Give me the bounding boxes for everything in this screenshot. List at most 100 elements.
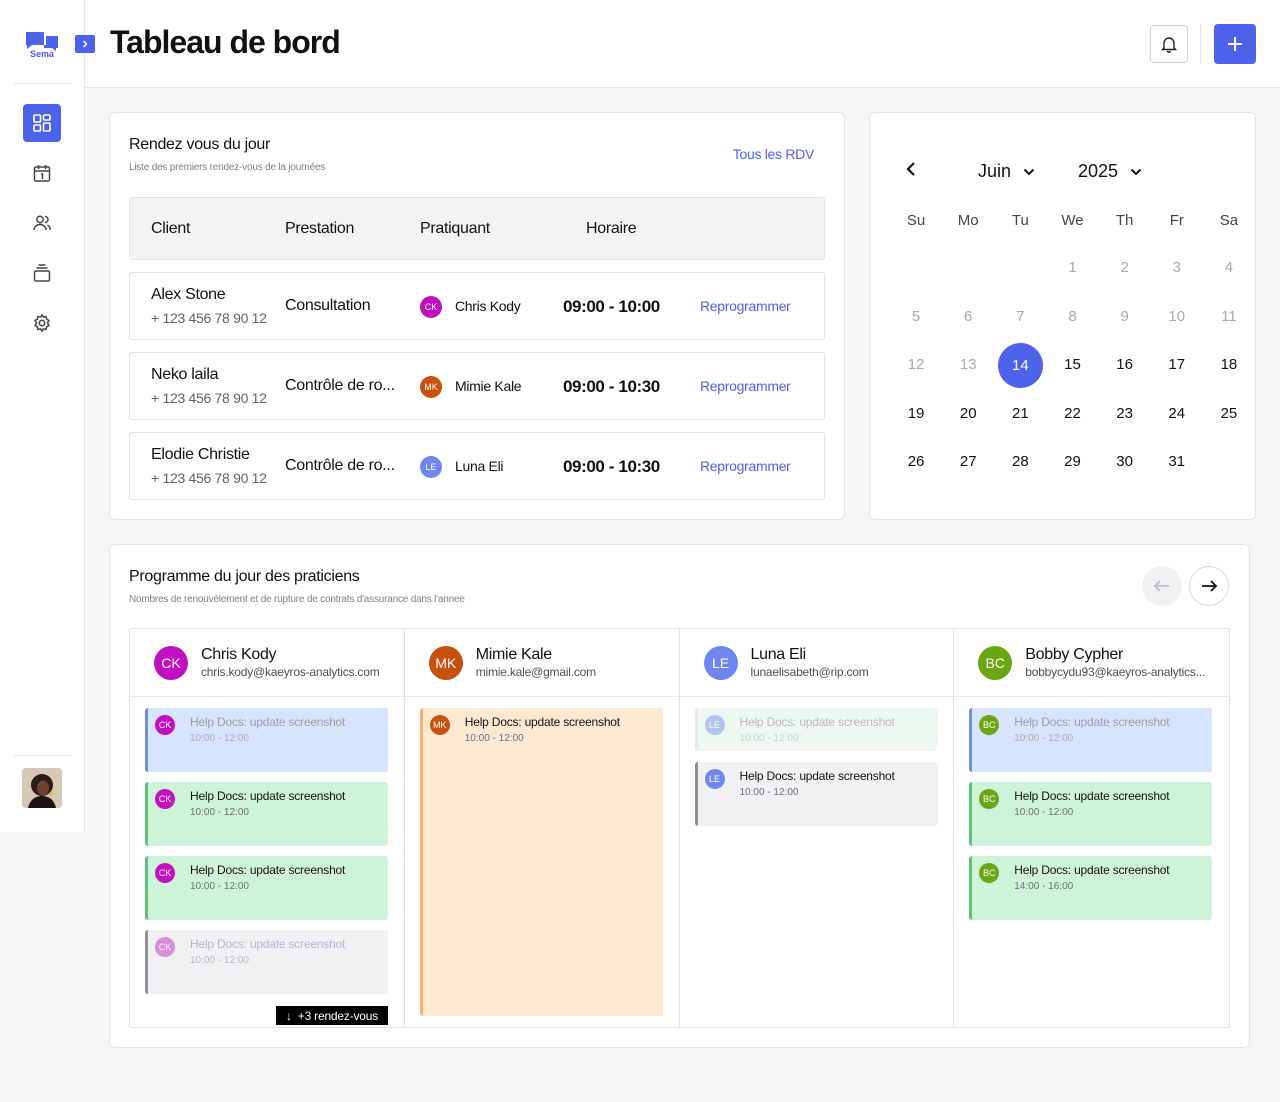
practitioner-column: CK Chris Kody chris.kody@kaeyros-analyti… bbox=[130, 629, 405, 1027]
calendar-day[interactable]: 20 bbox=[959, 404, 977, 422]
calendar-day[interactable]: 21 bbox=[1012, 404, 1029, 422]
sidebar-toggle-button[interactable] bbox=[75, 35, 95, 53]
schedule-subtitle: Nombres de renouvèlement et de rupture d… bbox=[129, 594, 465, 605]
practitioner-column: MK Mimie Kale mimie.kale@gmail.com MK He… bbox=[404, 629, 680, 1027]
calendar-day[interactable]: 31 bbox=[1168, 453, 1186, 471]
header: Tableau de bord bbox=[85, 0, 1280, 88]
calendar-day[interactable]: 14 bbox=[994, 343, 1046, 389]
year-select[interactable]: 2025 bbox=[1078, 161, 1142, 182]
all-appointments-link[interactable]: Tous les RDV bbox=[732, 146, 815, 162]
logo[interactable]: Sema bbox=[24, 30, 60, 62]
calendar-day[interactable]: 13 bbox=[959, 356, 977, 374]
reschedule-link[interactable]: Reprogrammer bbox=[700, 458, 791, 474]
schedule-event[interactable]: CK Help Docs: update screenshot 10:00 - … bbox=[145, 782, 388, 846]
schedule-event[interactable]: CK Help Docs: update screenshot 10:00 - … bbox=[145, 930, 388, 994]
schedule-event[interactable]: CK Help Docs: update screenshot 10:00 - … bbox=[145, 708, 388, 772]
reschedule-link[interactable]: Reprogrammer bbox=[700, 378, 791, 394]
calendar-day[interactable]: 15 bbox=[1064, 356, 1081, 374]
practitioner-name: Mimie Kale bbox=[475, 646, 552, 663]
calendar-day[interactable]: 23 bbox=[1116, 404, 1133, 422]
chevron-left-icon bbox=[906, 162, 915, 176]
calendar-day[interactable]: 10 bbox=[1168, 307, 1186, 325]
month-select[interactable]: Juin bbox=[978, 161, 1035, 182]
calendar-day[interactable]: 2 bbox=[1120, 259, 1129, 277]
calendar-day[interactable]: 29 bbox=[1064, 453, 1081, 471]
event-title: Help Docs: update screenshot bbox=[1014, 789, 1170, 803]
calendar-day[interactable]: 3 bbox=[1172, 259, 1181, 277]
practitioner-name: Luna Eli bbox=[455, 458, 504, 474]
schedule-event[interactable]: LE Help Docs: update screenshot 10:00 - … bbox=[694, 708, 938, 751]
schedule-event[interactable]: LE Help Docs: update screenshot 10:00 - … bbox=[694, 762, 938, 826]
sidebar-item-users[interactable] bbox=[23, 204, 61, 242]
month-label: Juin bbox=[978, 161, 1012, 181]
event-avatar: BC bbox=[979, 863, 1000, 883]
calendar-day[interactable]: 28 bbox=[1012, 453, 1029, 471]
calendar-day[interactable]: 4 bbox=[1224, 259, 1234, 277]
user-avatar[interactable] bbox=[22, 768, 62, 808]
schedule-event[interactable]: CK Help Docs: update screenshot 10:00 - … bbox=[145, 856, 388, 920]
event-time: 10:00 - 12:00 bbox=[190, 955, 249, 966]
prev-month-button[interactable] bbox=[905, 161, 917, 177]
practitioner-name: Chris Kody bbox=[201, 646, 277, 663]
calendar-day[interactable]: 25 bbox=[1220, 404, 1238, 422]
schedule-next-button[interactable] bbox=[1189, 566, 1229, 606]
event-avatar: CK bbox=[155, 863, 175, 883]
calendar-day[interactable]: 9 bbox=[1120, 307, 1129, 325]
practitioner-column: BC Bobby Cypher bobbycydu93@kaeyros-anal… bbox=[954, 629, 1229, 1027]
calendar-day[interactable]: 26 bbox=[907, 453, 925, 471]
appointments-subtitle: Liste des premiers rendez-vous de la jou… bbox=[129, 162, 326, 173]
arrow-right-icon bbox=[1202, 580, 1218, 592]
calendar-day[interactable]: 30 bbox=[1116, 453, 1133, 471]
calendar-day[interactable]: 24 bbox=[1168, 404, 1186, 422]
add-button[interactable] bbox=[1214, 24, 1256, 64]
practitioner-header: BC Bobby Cypher bobbycydu93@kaeyros-anal… bbox=[954, 629, 1229, 697]
chat-logo-icon bbox=[26, 32, 58, 51]
schedule-event[interactable]: MK Help Docs: update screenshot 10:00 - … bbox=[419, 708, 663, 1016]
calendar-day[interactable]: 8 bbox=[1068, 307, 1077, 325]
calendar-empty-cell bbox=[942, 246, 994, 290]
sidebar-item-stack[interactable] bbox=[23, 254, 61, 292]
event-time: 10:00 - 12:00 bbox=[739, 733, 799, 744]
practitioner-columns: CK Chris Kody chris.kody@kaeyros-analyti… bbox=[129, 628, 1230, 1028]
calendar-day[interactable]: 27 bbox=[959, 453, 977, 471]
calendar-empty-cell bbox=[890, 246, 942, 290]
calendar-day[interactable]: 1 bbox=[1068, 259, 1077, 277]
column-header-time: Horaire bbox=[586, 220, 637, 237]
calendar-grid: Su Mo Tu We Th Fr Sa 1 2 3 4 5 6 7 8 9 10 11 12 13 14 15 16 17 1… bbox=[890, 208, 1255, 487]
calendar-day[interactable]: 12 bbox=[907, 356, 925, 374]
calendar-day[interactable]: 18 bbox=[1220, 356, 1238, 374]
arrow-down-icon: ↓ bbox=[285, 1008, 292, 1023]
schedule-event[interactable]: BC Help Docs: update screenshot 14:00 - … bbox=[969, 856, 1213, 920]
arrow-left-icon bbox=[1153, 580, 1169, 592]
schedule-prev-button[interactable] bbox=[1142, 566, 1182, 606]
event-time: 10:00 - 12:00 bbox=[190, 733, 249, 744]
client-name: Elodie Christie bbox=[151, 446, 250, 463]
appointment-time: 09:00 - 10:00 bbox=[563, 297, 660, 316]
notifications-button[interactable] bbox=[1150, 25, 1188, 63]
client-name: Neko laila bbox=[151, 366, 219, 383]
calendar-day[interactable]: 19 bbox=[907, 404, 925, 422]
sidebar-item-settings[interactable] bbox=[23, 304, 61, 342]
reschedule-link[interactable]: Reprogrammer bbox=[700, 298, 791, 314]
users-icon bbox=[33, 215, 51, 231]
client-phone: + 123 456 78 90 12 bbox=[151, 310, 267, 326]
schedule-event[interactable]: BC Help Docs: update screenshot 10:00 - … bbox=[969, 708, 1213, 772]
schedule-event[interactable]: BC Help Docs: update screenshot 10:00 - … bbox=[969, 782, 1213, 846]
calendar-day[interactable]: 16 bbox=[1116, 356, 1133, 374]
calendar-day[interactable]: 22 bbox=[1064, 404, 1081, 422]
calendar-day[interactable]: 5 bbox=[911, 307, 921, 325]
calendar-day[interactable]: 6 bbox=[964, 307, 973, 325]
practitioner-header: MK Mimie Kale mimie.kale@gmail.com bbox=[404, 629, 679, 697]
calendar-day[interactable]: 11 bbox=[1221, 307, 1237, 325]
practitioner-name: Bobby Cypher bbox=[1025, 646, 1124, 663]
more-appointments-label: +3 rendez-vous bbox=[297, 1008, 379, 1023]
sidebar-item-calendar[interactable] bbox=[23, 154, 61, 192]
calendar-day[interactable]: 17 bbox=[1168, 356, 1186, 374]
event-avatar: LE bbox=[704, 769, 725, 789]
sidebar-item-dashboard[interactable] bbox=[23, 104, 61, 142]
bell-icon bbox=[1160, 37, 1178, 53]
calendar-day[interactable]: 7 bbox=[1016, 307, 1025, 325]
gear-icon bbox=[34, 313, 50, 333]
practitioner-email: mimie.kale@gmail.com bbox=[475, 665, 596, 679]
more-appointments-button[interactable]: ↓ +3 rendez-vous bbox=[276, 1006, 388, 1025]
